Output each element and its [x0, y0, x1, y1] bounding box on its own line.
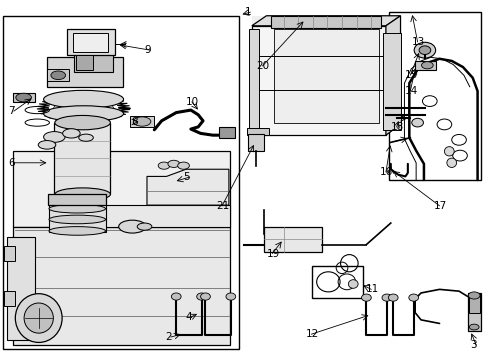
Text: 9: 9: [144, 45, 151, 55]
Ellipse shape: [43, 132, 65, 142]
Polygon shape: [414, 61, 435, 69]
Ellipse shape: [225, 293, 235, 300]
Ellipse shape: [408, 294, 418, 301]
Ellipse shape: [413, 42, 435, 58]
Ellipse shape: [167, 160, 179, 167]
Ellipse shape: [38, 140, 56, 149]
Bar: [3, 16, 238, 348]
Polygon shape: [130, 116, 154, 127]
Bar: [311, 266, 362, 298]
Text: 5: 5: [183, 172, 190, 182]
Ellipse shape: [51, 71, 65, 80]
Ellipse shape: [62, 129, 80, 138]
Ellipse shape: [119, 220, 146, 233]
Text: 8: 8: [131, 117, 138, 127]
Ellipse shape: [411, 118, 423, 127]
Bar: [273, 30, 378, 123]
Polygon shape: [6, 237, 35, 339]
Polygon shape: [251, 16, 400, 26]
Ellipse shape: [381, 294, 391, 301]
Ellipse shape: [24, 303, 53, 333]
Polygon shape: [4, 246, 15, 261]
Text: 19: 19: [266, 248, 279, 258]
Ellipse shape: [200, 293, 210, 300]
Text: 13: 13: [411, 37, 424, 47]
Ellipse shape: [43, 106, 123, 122]
Ellipse shape: [444, 147, 453, 156]
Ellipse shape: [49, 226, 105, 235]
Bar: [251, 26, 385, 135]
Bar: [47, 69, 69, 81]
Ellipse shape: [347, 280, 357, 288]
Ellipse shape: [137, 223, 152, 230]
Text: 4: 4: [184, 312, 191, 322]
Bar: [49, 204, 105, 232]
Ellipse shape: [468, 292, 479, 299]
Ellipse shape: [16, 93, 31, 102]
Text: 2: 2: [164, 332, 171, 342]
Ellipse shape: [43, 90, 123, 108]
Bar: [73, 33, 108, 51]
Bar: [219, 127, 234, 138]
Polygon shape: [13, 93, 35, 102]
Polygon shape: [246, 128, 268, 135]
Polygon shape: [147, 169, 228, 205]
Text: 6: 6: [8, 158, 15, 168]
Ellipse shape: [468, 324, 478, 330]
Ellipse shape: [54, 99, 113, 117]
Text: 12: 12: [305, 329, 318, 339]
Ellipse shape: [79, 134, 93, 141]
Polygon shape: [249, 30, 259, 130]
Polygon shape: [385, 16, 400, 135]
Text: 16: 16: [379, 167, 392, 177]
Text: 7: 7: [8, 106, 15, 116]
Bar: [388, 12, 480, 180]
Ellipse shape: [196, 293, 206, 300]
Polygon shape: [271, 16, 380, 28]
Ellipse shape: [15, 294, 62, 342]
Ellipse shape: [49, 204, 105, 213]
Text: 10: 10: [185, 97, 199, 107]
Text: 15: 15: [404, 70, 417, 80]
Text: 11: 11: [365, 284, 378, 294]
Text: 21: 21: [216, 201, 229, 211]
Text: 3: 3: [469, 340, 476, 350]
Bar: [383, 33, 400, 130]
Polygon shape: [4, 291, 15, 306]
Ellipse shape: [49, 215, 105, 224]
Ellipse shape: [177, 162, 189, 169]
Ellipse shape: [418, 46, 430, 54]
Ellipse shape: [158, 162, 169, 169]
Text: 20: 20: [256, 61, 269, 71]
Bar: [468, 293, 479, 313]
Polygon shape: [467, 293, 480, 330]
Bar: [66, 30, 115, 55]
Ellipse shape: [55, 116, 110, 130]
Polygon shape: [13, 226, 229, 345]
Polygon shape: [66, 205, 229, 226]
Ellipse shape: [171, 293, 181, 300]
Ellipse shape: [446, 158, 456, 167]
Bar: [48, 194, 106, 205]
Polygon shape: [248, 134, 264, 151]
Bar: [74, 51, 113, 72]
Text: 1: 1: [244, 7, 251, 17]
Ellipse shape: [361, 294, 370, 301]
Ellipse shape: [133, 117, 151, 126]
Text: 18: 18: [390, 122, 403, 132]
Text: 14: 14: [404, 86, 417, 96]
Bar: [54, 123, 110, 194]
Polygon shape: [251, 16, 385, 135]
Ellipse shape: [387, 294, 397, 301]
Bar: [264, 226, 321, 252]
Polygon shape: [13, 151, 229, 226]
Ellipse shape: [421, 62, 432, 69]
Bar: [47, 57, 122, 87]
Bar: [76, 55, 93, 69]
Ellipse shape: [55, 188, 110, 201]
Text: 17: 17: [433, 201, 446, 211]
